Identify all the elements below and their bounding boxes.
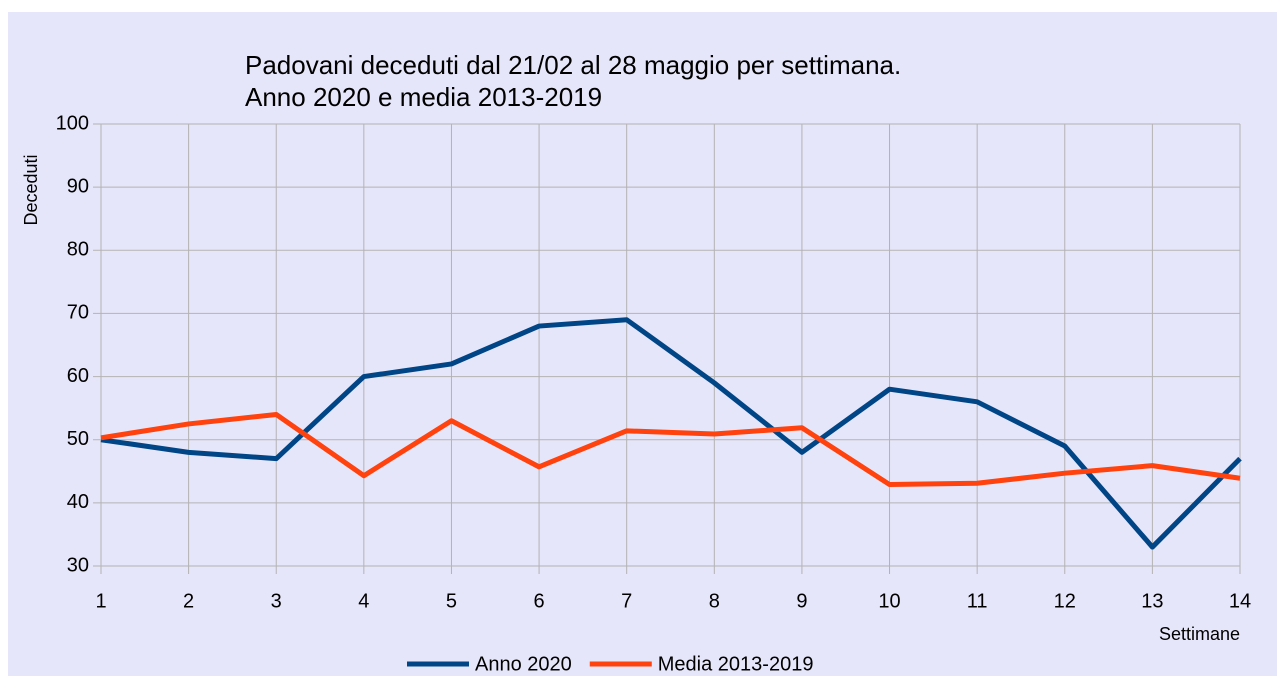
y-tick-label: 60 (67, 365, 89, 387)
chart-title: Padovani deceduti dal 21/02 al 28 maggio… (245, 50, 901, 80)
chart-subtitle: Anno 2020 e media 2013-2019 (245, 82, 602, 112)
y-tick-label: 80 (67, 239, 89, 261)
legend-label: Media 2013-2019 (658, 653, 814, 675)
legend-label: Anno 2020 (475, 653, 572, 675)
x-tick-label: 4 (358, 590, 369, 612)
y-tick-label: 70 (67, 302, 89, 324)
y-tick-label: 30 (67, 554, 89, 576)
x-tick-label: 13 (1141, 590, 1163, 612)
y-axis-label: Deceduti (21, 154, 41, 225)
x-tick-label: 10 (878, 590, 900, 612)
x-tick-label: 7 (621, 590, 632, 612)
x-tick-label: 12 (1054, 590, 1076, 612)
x-tick-label: 14 (1229, 590, 1251, 612)
x-tick-label: 8 (709, 590, 720, 612)
series-line (100, 317, 1242, 550)
x-tick-label: 3 (271, 590, 282, 612)
x-tick-label: 2 (183, 590, 194, 612)
chart-background (8, 12, 1277, 676)
y-tick-label: 40 (67, 491, 89, 513)
x-axis-label: Settimane (1159, 624, 1240, 644)
x-tick-label: 9 (796, 590, 807, 612)
series-line (100, 411, 1241, 488)
x-tick-label: 1 (95, 590, 106, 612)
y-tick-label: 100 (56, 112, 89, 134)
y-tick-label: 90 (67, 175, 89, 197)
y-tick-label: 50 (67, 428, 89, 450)
x-tick-label: 11 (967, 590, 988, 612)
x-tick-label: 6 (534, 590, 545, 612)
x-tick-label: 5 (446, 590, 457, 612)
